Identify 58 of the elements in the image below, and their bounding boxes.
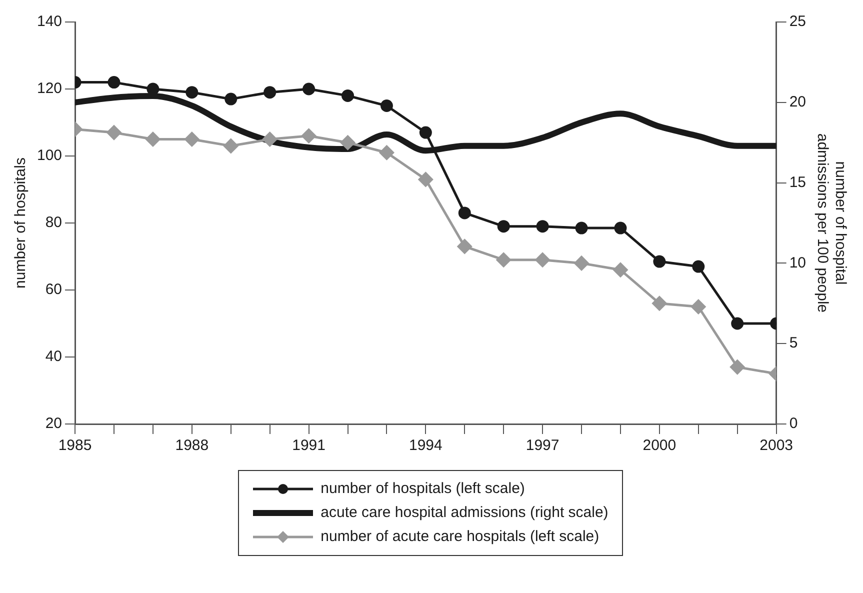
point [613,262,628,278]
x-tick-label: 1985 [58,437,92,454]
point [496,252,511,268]
x-tick-label: 1991 [292,437,326,454]
point [535,252,550,268]
y-tick-label: 20 [45,415,62,432]
point [302,128,316,144]
y2-axis-title: number of hospital admissions per 100 people [814,133,849,313]
point [108,76,120,89]
point [224,138,238,154]
y2-tick-label: 25 [789,13,806,30]
x-tick-label: 1994 [408,437,442,454]
point [146,132,160,146]
point [106,125,122,140]
point [497,220,510,233]
point [418,172,433,187]
point [419,126,432,139]
y2-tick-label: 10 [789,254,806,272]
y2-tick-label: 15 [789,174,806,191]
y2-tick-label: 20 [789,94,806,111]
point [380,100,393,112]
x-tick-label: 1988 [175,437,209,454]
point [652,296,667,311]
y-tick-label: 140 [36,13,62,30]
legend-label: number of hospitals (left scale) [320,480,525,497]
y-axis-title: number of hospitals [12,158,30,288]
point [730,360,745,374]
legend-label: number of acute care hospitals (left scale) [320,528,600,545]
point [264,86,276,99]
point [340,135,355,150]
point [536,220,549,233]
legend-label: acute care hospital admissions (right scale) [320,504,608,521]
point [458,206,471,220]
point [379,145,394,160]
point [614,222,627,234]
point [574,256,589,270]
x-tick-label: 2000 [642,437,676,454]
point [186,86,198,99]
point [302,82,316,96]
point [262,132,278,146]
point [692,260,705,273]
point [184,132,200,146]
y2-tick-label: 0 [789,415,798,432]
point [653,255,666,268]
point [731,317,744,330]
x-tick-label: 2003 [760,437,794,454]
y-tick-label: 40 [45,348,62,366]
y-tick-label: 60 [45,281,62,298]
point [575,222,588,234]
point [457,239,472,254]
y2-tick-label: 5 [789,334,798,352]
point [224,92,238,106]
y-tick-label: 80 [45,214,62,232]
y-tick-label: 100 [36,147,62,164]
point [342,89,354,102]
x-tick-label: 1997 [526,437,560,454]
y-tick-label: 120 [36,80,62,98]
point [691,300,706,314]
